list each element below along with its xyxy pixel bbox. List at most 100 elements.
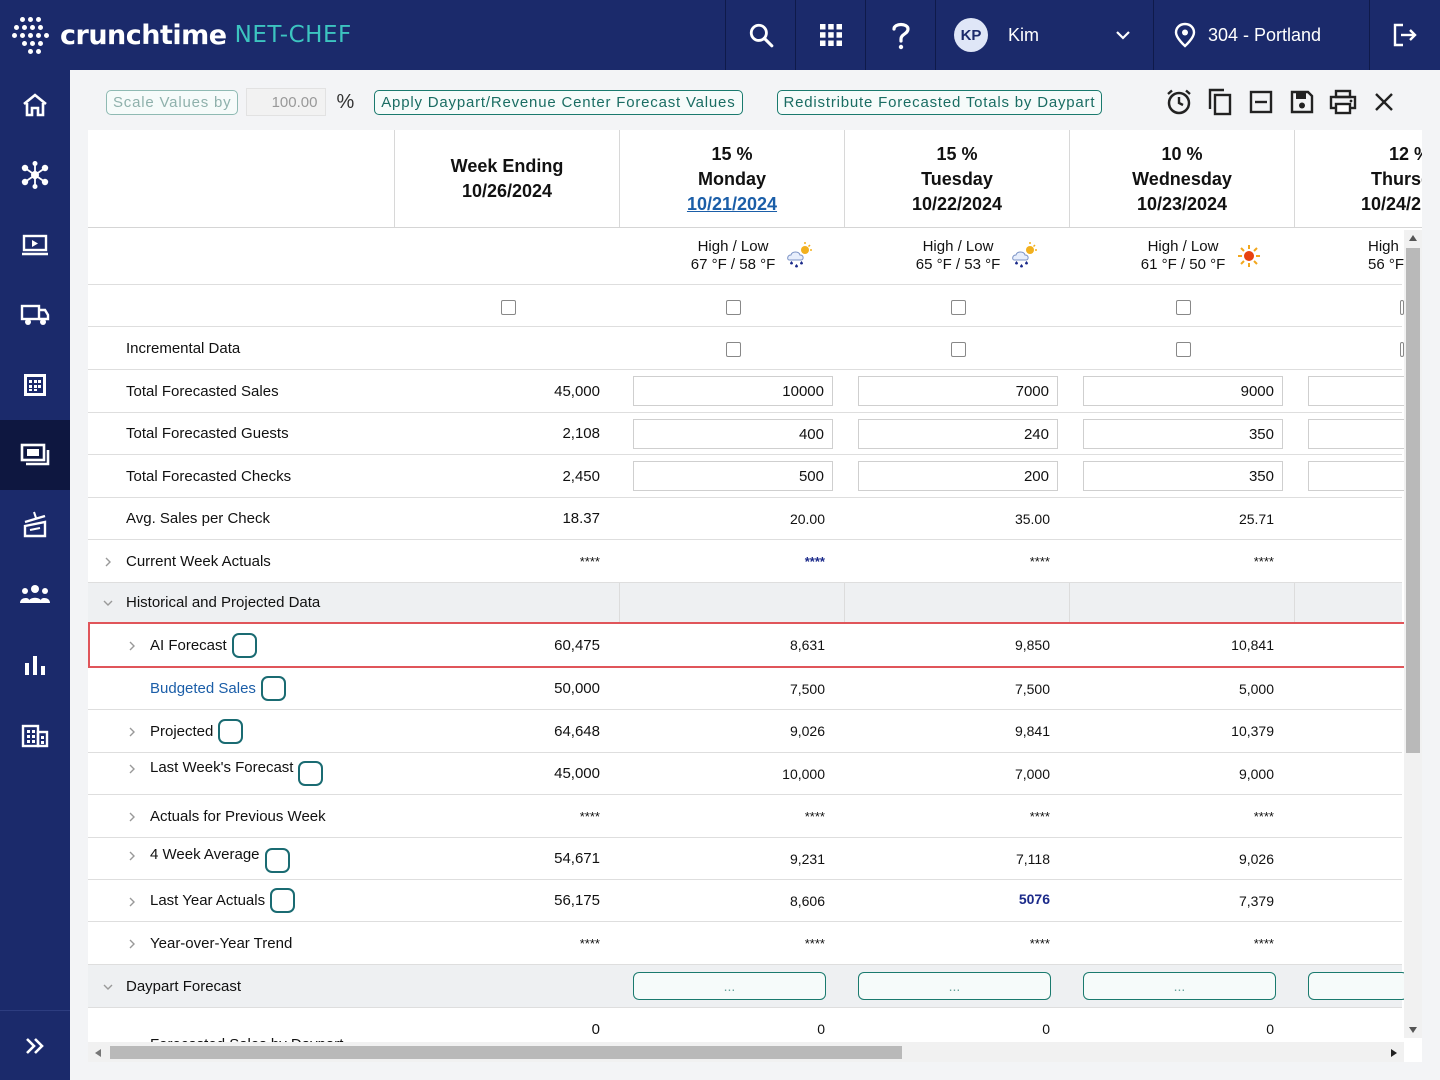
daypart-section-header[interactable]: Daypart Forecast ... ... ... <box>88 965 1408 1008</box>
projected-row[interactable]: Projected 64,648 9,026 9,841 10,379 <box>88 710 1402 753</box>
close-button[interactable] <box>1366 86 1402 118</box>
scroll-right-icon[interactable] <box>1390 1048 1398 1058</box>
historical-section-header[interactable]: Historical and Projected Data <box>88 583 1402 623</box>
sidebar-expand-button[interactable] <box>0 1010 70 1080</box>
last-year-actuals-tag[interactable] <box>270 888 296 913</box>
checks-wednesday-input[interactable]: 350 <box>1083 461 1283 491</box>
chevron-right-icon[interactable] <box>102 556 114 568</box>
scale-value-input[interactable]: 100.00 <box>246 88 327 116</box>
last-week-forecast-tag[interactable] <box>298 761 324 786</box>
checks-monday-input[interactable]: 500 <box>633 461 833 491</box>
chevron-down-icon[interactable] <box>102 597 114 609</box>
column-header-thursday: 12 % Thursd 10/24/2 <box>1294 130 1422 227</box>
daypart-monday-button[interactable]: ... <box>633 972 826 1000</box>
help-icon <box>891 22 910 50</box>
incremental-wednesday-checkbox[interactable] <box>1176 342 1191 357</box>
four-week-average-row[interactable]: 4 Week Average 54,671 9,231 7,118 9,026 <box>88 838 1402 880</box>
horizontal-scroll-thumb[interactable] <box>110 1046 902 1059</box>
rain-sun-icon <box>787 242 812 268</box>
sales-monday-input[interactable]: 10000 <box>633 376 833 406</box>
print-button[interactable] <box>1325 86 1361 118</box>
chevron-right-icon[interactable] <box>126 640 138 652</box>
horizontal-scrollbar[interactable] <box>88 1042 1404 1062</box>
incremental-monday-checkbox[interactable] <box>726 342 741 357</box>
daypart-wednesday-button[interactable]: ... <box>1083 972 1276 1000</box>
select-thursday-checkbox[interactable] <box>1400 300 1404 315</box>
sidebar-item-delivery[interactable] <box>0 280 70 350</box>
scroll-left-icon[interactable] <box>94 1048 102 1058</box>
last-year-actuals-row[interactable]: Last Year Actuals 56,175 8,606 5076 7,37… <box>88 880 1402 922</box>
chevron-right-icon[interactable] <box>126 763 138 775</box>
row-label: Total Forecasted Sales <box>126 382 279 400</box>
day-value: 7,118 <box>1016 850 1050 867</box>
scroll-up-icon[interactable] <box>1408 234 1418 242</box>
four-week-average-tag[interactable] <box>264 848 290 873</box>
copy-button[interactable] <box>1202 86 1238 118</box>
scale-values-button[interactable]: Scale Values by <box>106 89 239 115</box>
sidebar-item-home[interactable] <box>0 70 70 140</box>
chevron-right-icon[interactable] <box>126 938 138 950</box>
current-week-row[interactable]: Current Week Actuals **** **** **** **** <box>88 540 1402 583</box>
sidebar-item-organization[interactable] <box>0 700 70 770</box>
guests-thursday-input[interactable] <box>1308 419 1408 449</box>
alarm-button[interactable] <box>1161 86 1197 118</box>
help-button[interactable] <box>865 0 935 70</box>
sales-thursday-input[interactable] <box>1308 376 1408 406</box>
save-button[interactable] <box>1284 86 1320 118</box>
logout-button[interactable] <box>1369 0 1440 70</box>
daypart-tuesday-button[interactable]: ... <box>858 972 1051 1000</box>
chevron-right-icon[interactable] <box>126 726 138 738</box>
day-value[interactable]: 5076 <box>1018 890 1050 907</box>
ai-forecast-label: AI Forecast <box>150 636 227 654</box>
collapse-button[interactable] <box>1243 86 1279 118</box>
previous-actuals-row[interactable]: Actuals for Previous Week **** **** ****… <box>88 795 1402 838</box>
sidebar-item-schedule[interactable] <box>0 350 70 420</box>
budgeted-sales-tag[interactable] <box>260 676 286 701</box>
yoy-trend-row[interactable]: Year-over-Year Trend **** **** **** **** <box>88 922 1402 965</box>
guests-monday-input[interactable]: 400 <box>633 419 833 449</box>
sidebar-item-reports[interactable] <box>0 630 70 700</box>
ai-forecast-row[interactable]: AI Forecast 60,475 8,631 9,850 10,841 <box>88 623 1402 668</box>
row-label: Actuals for Previous Week <box>150 807 326 825</box>
day-date-link[interactable]: 10/21/2024 <box>686 194 778 214</box>
select-tuesday-checkbox[interactable] <box>951 300 966 315</box>
location-selector[interactable]: 304 - Portland <box>1153 0 1369 70</box>
sidebar-item-network[interactable] <box>0 140 70 210</box>
budgeted-sales-label[interactable]: Budgeted Sales <box>150 680 256 697</box>
vertical-scroll-thumb[interactable] <box>1406 248 1420 753</box>
apps-button[interactable] <box>795 0 865 70</box>
guests-tuesday-input[interactable]: 240 <box>858 419 1058 449</box>
chevron-right-icon[interactable] <box>126 850 138 862</box>
guests-wednesday-input[interactable]: 350 <box>1083 419 1283 449</box>
weather-tuesday: High / Low 65 °F / 53 °F <box>913 228 1003 284</box>
brand-logo[interactable]: crunchtime NET-CHEF <box>0 0 725 70</box>
incremental-tuesday-checkbox[interactable] <box>951 342 966 357</box>
day-value: 0 <box>1266 1021 1274 1037</box>
select-monday-checkbox[interactable] <box>726 300 741 315</box>
chevron-right-icon[interactable] <box>126 896 138 908</box>
day-value: 35.00 <box>1014 510 1050 527</box>
chevron-down-icon[interactable] <box>102 981 114 993</box>
incremental-thursday-checkbox[interactable] <box>1400 342 1404 357</box>
sidebar-item-kitchen[interactable] <box>0 490 70 560</box>
sidebar-item-forecast[interactable] <box>0 420 70 490</box>
daypart-thursday-button[interactable] <box>1308 972 1408 1000</box>
ai-forecast-tag[interactable] <box>231 632 257 658</box>
projected-tag[interactable] <box>218 718 244 744</box>
last-week-forecast-row[interactable]: Last Week's Forecast 45,000 10,000 7,000… <box>88 753 1402 795</box>
vertical-scrollbar[interactable] <box>1404 230 1422 1038</box>
redistribute-button[interactable]: Redistribute Forecasted Totals by Daypar… <box>776 89 1103 115</box>
checks-thursday-input[interactable] <box>1308 461 1408 491</box>
scroll-down-icon[interactable] <box>1408 1026 1418 1034</box>
sales-tuesday-input[interactable]: 7000 <box>858 376 1058 406</box>
select-week-checkbox[interactable] <box>501 300 516 315</box>
sidebar-item-people[interactable] <box>0 560 70 630</box>
chevron-right-icon[interactable] <box>126 811 138 823</box>
sidebar-item-presentation[interactable] <box>0 210 70 280</box>
search-button[interactable] <box>725 0 795 70</box>
apply-daypart-button[interactable]: Apply Daypart/Revenue Center Forecast Va… <box>374 89 743 115</box>
select-wednesday-checkbox[interactable] <box>1176 300 1191 315</box>
checks-tuesday-input[interactable]: 200 <box>858 461 1058 491</box>
sales-wednesday-input[interactable]: 9000 <box>1083 376 1283 406</box>
user-menu[interactable]: KP Kim <box>935 0 1153 70</box>
